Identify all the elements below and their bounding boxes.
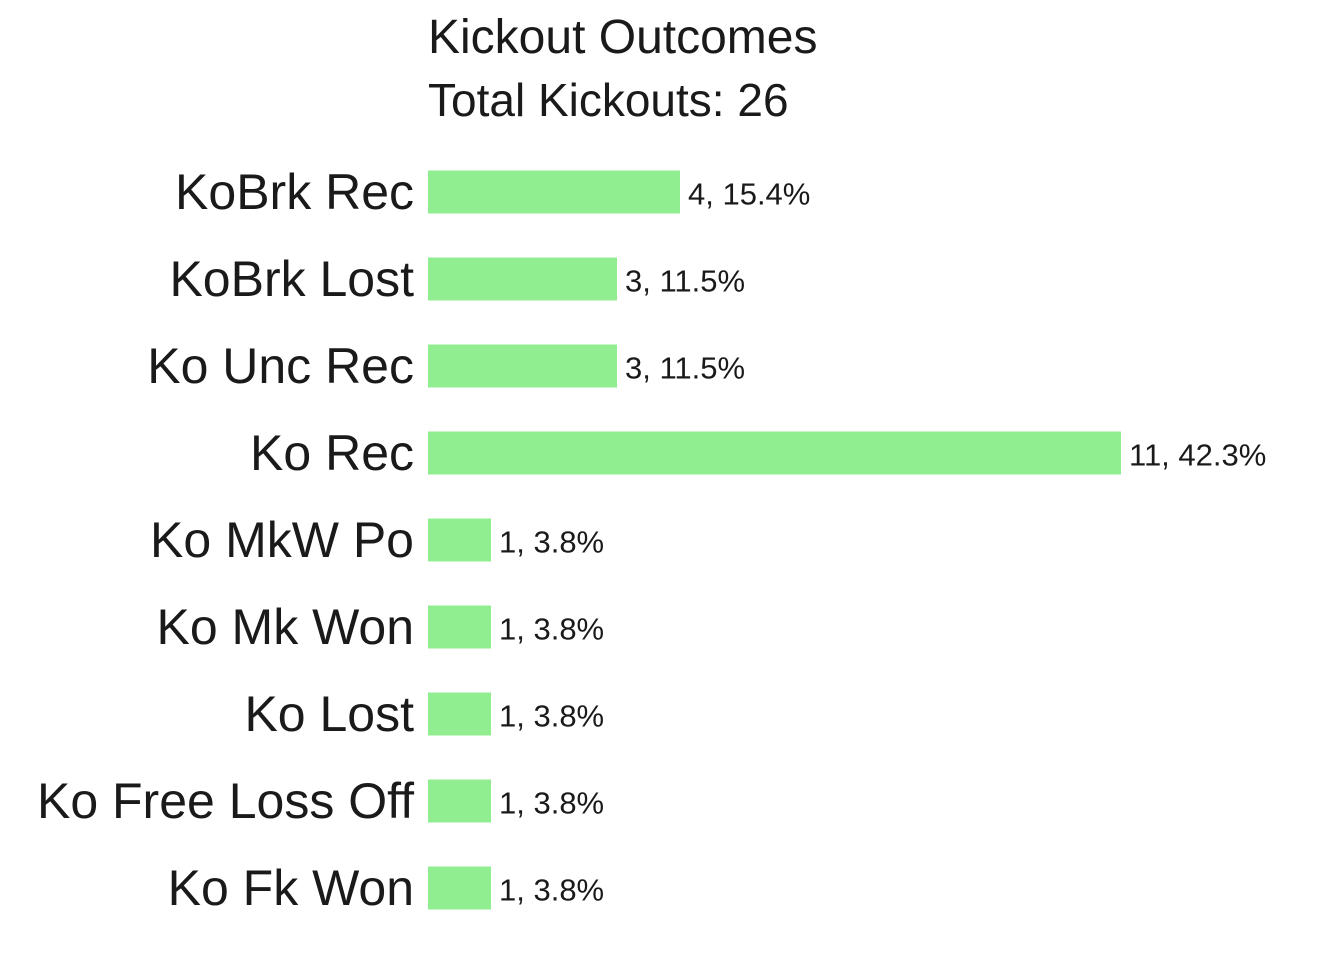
data-label: 1, 3.8% xyxy=(499,873,604,908)
category-label: Ko Lost xyxy=(244,686,414,742)
bar xyxy=(428,866,491,910)
category-label: Ko Rec xyxy=(250,425,414,481)
bar xyxy=(428,257,617,301)
data-label: 3, 11.5% xyxy=(625,351,745,386)
data-label: 11, 42.3% xyxy=(1129,438,1266,473)
bar xyxy=(428,605,491,649)
chart-subtitle: Total Kickouts: 26 xyxy=(428,74,789,126)
data-label: 1, 3.8% xyxy=(499,699,604,734)
category-label: Ko MkW Po xyxy=(150,512,414,568)
category-label: Ko Fk Won xyxy=(168,860,414,916)
category-label: Ko Unc Rec xyxy=(147,338,414,394)
data-label: 1, 3.8% xyxy=(499,612,604,647)
data-label: 1, 3.8% xyxy=(499,525,604,560)
bar xyxy=(428,344,617,388)
bar xyxy=(428,779,491,823)
category-label: KoBrk Rec xyxy=(175,164,414,220)
category-label: Ko Free Loss Off xyxy=(37,773,414,829)
bar xyxy=(428,431,1121,475)
data-label: 1, 3.8% xyxy=(499,786,604,821)
category-label: KoBrk Lost xyxy=(169,251,414,307)
chart-title: Kickout Outcomes xyxy=(428,11,818,64)
bar xyxy=(428,170,680,214)
bar xyxy=(428,692,491,736)
data-label: 4, 15.4% xyxy=(688,177,810,212)
category-label: Ko Mk Won xyxy=(157,599,415,655)
bar xyxy=(428,518,491,562)
data-label: 3, 11.5% xyxy=(625,264,745,299)
